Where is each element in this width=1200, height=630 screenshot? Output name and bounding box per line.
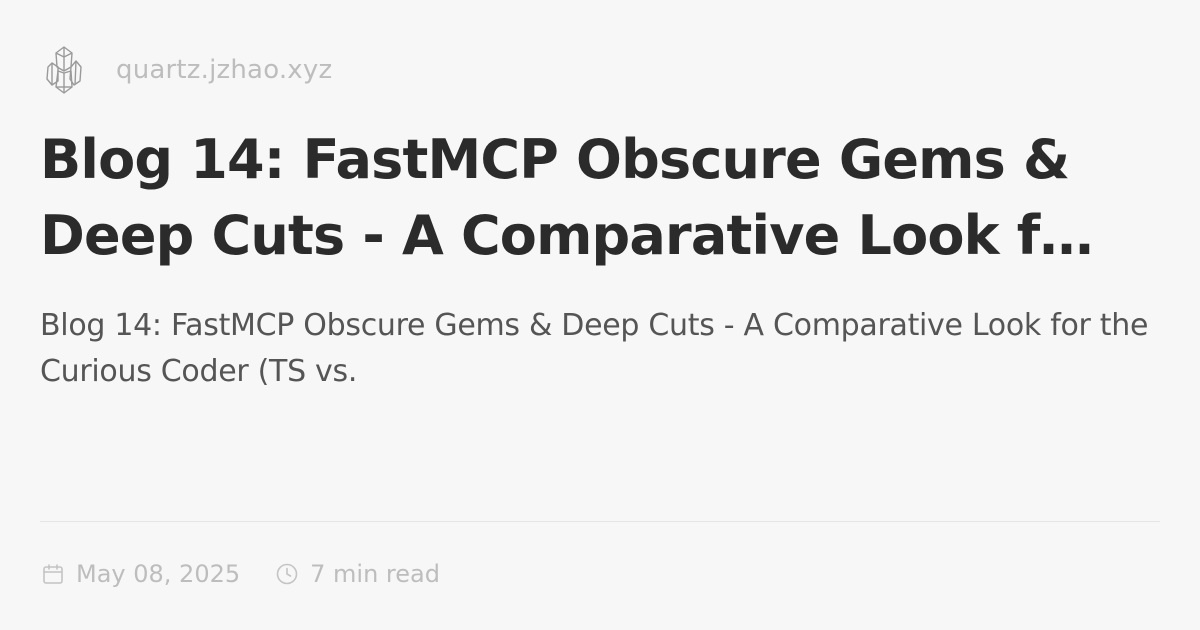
site-domain: quartz.jzhao.xyz <box>116 55 333 85</box>
calendar-icon <box>40 561 66 587</box>
publish-date: May 08, 2025 <box>40 560 240 588</box>
publish-date-text: May 08, 2025 <box>76 560 241 588</box>
crystal-logo-icon <box>40 40 88 100</box>
article-description: Blog 14: FastMCP Obscure Gems & Deep Cut… <box>40 308 1149 389</box>
article-title: Blog 14: FastMCP Obscure Gems & Deep Cut… <box>40 128 1093 267</box>
reading-time-text: 7 min read <box>310 560 440 588</box>
divider <box>40 521 1160 522</box>
reading-time: 7 min read <box>274 560 440 588</box>
clock-icon <box>274 561 300 587</box>
site-header: quartz.jzhao.xyz <box>40 40 332 100</box>
article-meta: May 08, 2025 7 min read <box>40 556 440 592</box>
